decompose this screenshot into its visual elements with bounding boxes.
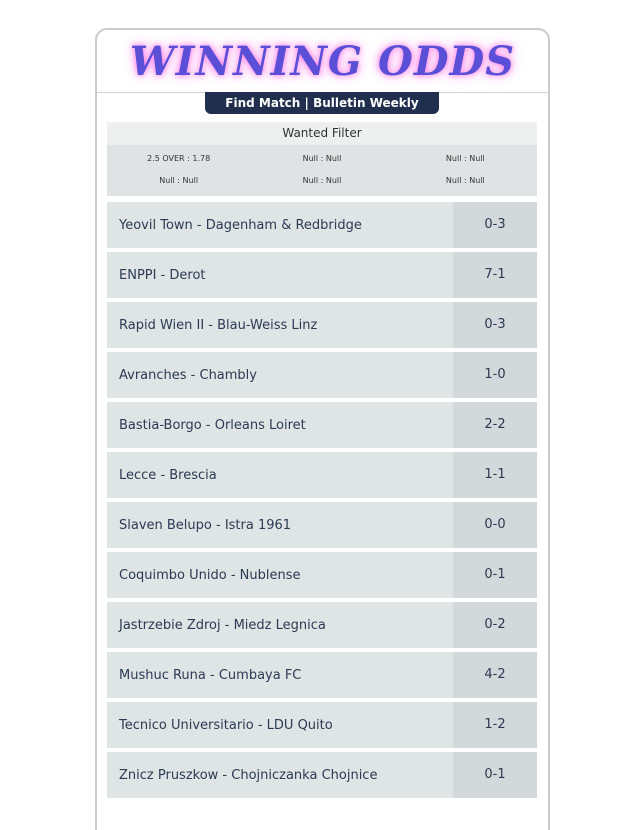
filter-item[interactable]: 2.5 OVER : 1.78	[147, 154, 211, 163]
filter-items: 2.5 OVER : 1.78 Null : Null Null : Null Nul…	[107, 145, 537, 196]
match-teams: Mushuc Runa - Cumbaya FC	[119, 667, 302, 683]
match-row[interactable]: Coquimbo Unido - Nublense 0-1	[107, 552, 537, 598]
match-row[interactable]: Lecce - Brescia 1-1	[107, 452, 537, 498]
filter-panel: Wanted Filter 2.5 OVER : 1.78 Null : Null…	[107, 122, 537, 196]
match-row[interactable]: Bastia-Borgo - Orleans Loiret 2-2	[107, 402, 537, 448]
match-row[interactable]: Slaven Belupo - Istra 1961 0-0	[107, 502, 537, 548]
match-row[interactable]: Mushuc Runa - Cumbaya FC 4-2	[107, 652, 537, 698]
app-title: WINNING ODDS	[129, 38, 516, 85]
match-teams: Coquimbo Unido - Nublense	[119, 567, 301, 583]
match-teams: Znicz Pruszkow - Chojniczanka Chojnice	[119, 767, 378, 783]
match-score: 0-2	[453, 602, 537, 648]
page: WINNING ODDS Find Match | Bulletin Weekl…	[95, 28, 550, 830]
filter-item[interactable]: Null : Null	[159, 176, 199, 185]
match-score: 1-2	[453, 702, 537, 748]
match-teams: Bastia-Borgo - Orleans Loiret	[119, 417, 306, 433]
match-row[interactable]: Yeovil Town - Dagenham & Redbridge 0-3	[107, 202, 537, 248]
match-score: 1-1	[453, 452, 537, 498]
match-score: 4-2	[453, 652, 537, 698]
filter-item[interactable]: Null : Null	[302, 154, 342, 163]
match-row[interactable]: Avranches - Chambly 1-0	[107, 352, 537, 398]
match-score: 0-1	[453, 552, 537, 598]
match-teams: Avranches - Chambly	[119, 367, 257, 383]
filter-item[interactable]: Null : Null	[445, 176, 485, 185]
match-list: Yeovil Town - Dagenham & Redbridge 0-3 ENP…	[107, 202, 537, 802]
match-row[interactable]: Jastrzebie Zdroj - Miedz Legnica 0-2	[107, 602, 537, 648]
match-score: 0-3	[453, 202, 537, 248]
match-teams: Yeovil Town - Dagenham & Redbridge	[119, 217, 362, 233]
tab-button[interactable]: Find Match | Bulletin Weekly	[205, 92, 439, 114]
match-row[interactable]: Rapid Wien II - Blau-Weiss Linz 0-3	[107, 302, 537, 348]
match-teams: Tecnico Universitario - LDU Quito	[119, 717, 333, 733]
filter-title: Wanted Filter	[107, 122, 537, 145]
match-teams: ENPPI - Derot	[119, 267, 206, 283]
match-score: 1-0	[453, 352, 537, 398]
match-score: 0-1	[453, 752, 537, 798]
filter-item[interactable]: Null : Null	[445, 154, 485, 163]
match-teams: Slaven Belupo - Istra 1961	[119, 517, 292, 533]
match-score: 0-3	[453, 302, 537, 348]
match-row[interactable]: ENPPI - Derot 7-1	[107, 252, 537, 298]
match-row[interactable]: Znicz Pruszkow - Chojniczanka Chojnice 0-…	[107, 752, 537, 798]
match-score: 7-1	[453, 252, 537, 298]
match-teams: Jastrzebie Zdroj - Miedz Legnica	[119, 617, 326, 633]
match-teams: Lecce - Brescia	[119, 467, 217, 483]
filter-item[interactable]: Null : Null	[302, 176, 342, 185]
match-score: 0-0	[453, 502, 537, 548]
match-teams: Rapid Wien II - Blau-Weiss Linz	[119, 317, 318, 333]
card: WINNING ODDS Find Match | Bulletin Weekl…	[95, 28, 550, 830]
match-score: 2-2	[453, 402, 537, 448]
match-row[interactable]: Tecnico Universitario - LDU Quito 1-2	[107, 702, 537, 748]
